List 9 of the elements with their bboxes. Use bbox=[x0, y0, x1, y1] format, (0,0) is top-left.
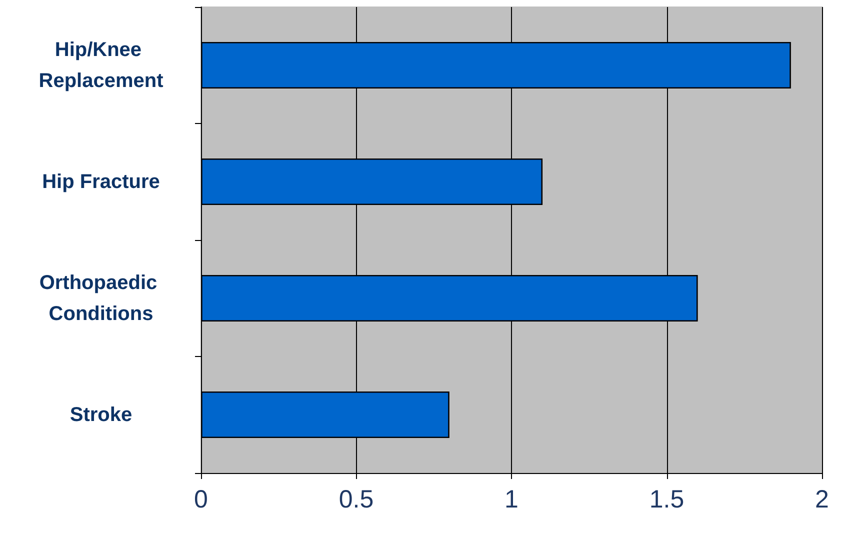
x-tick-label: 1 bbox=[504, 486, 518, 514]
x-tick-label: 2 bbox=[815, 486, 829, 514]
x-tick-label: 1.5 bbox=[649, 486, 684, 514]
y-tick-label: Stroke bbox=[70, 404, 132, 426]
x-tick-label: 0.5 bbox=[338, 486, 374, 514]
y-tick-label: Hip Fracture bbox=[42, 170, 160, 193]
y-tick-label: Hip/Knee Replacement bbox=[38, 38, 164, 92]
y-tick-label: Orthopaedic Conditions bbox=[39, 272, 163, 325]
x-tick-label: 0 bbox=[194, 486, 208, 514]
